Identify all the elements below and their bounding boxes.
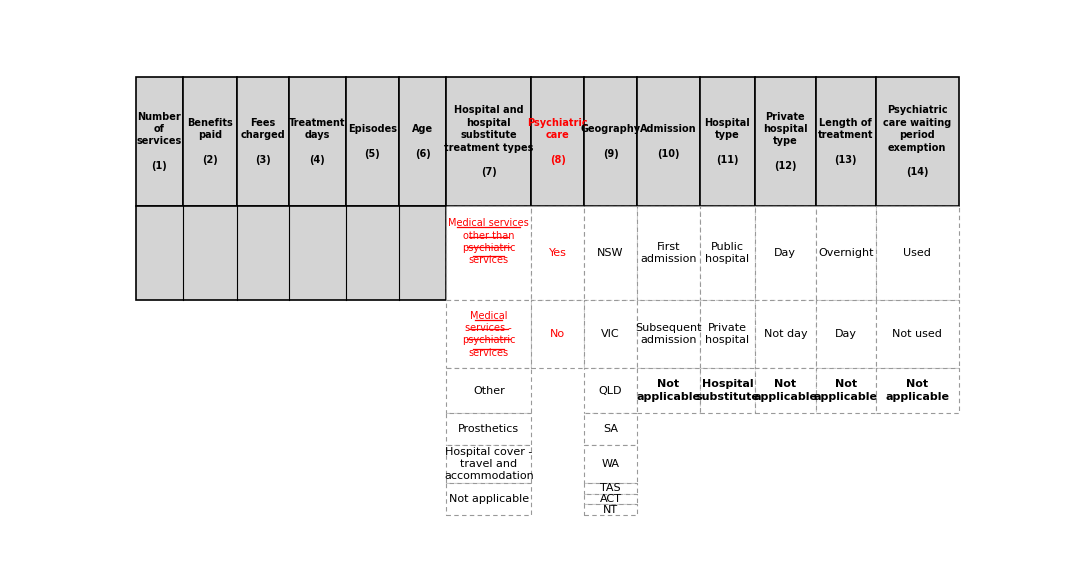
Bar (754, 206, 816, 301)
Text: Fees
charged

(3): Fees charged (3) (241, 118, 285, 165)
Text: Hospital cover -
travel and
accommodation: Hospital cover - travel and accommodatio… (443, 447, 533, 482)
Text: Length of
treatment

(13): Length of treatment (13) (818, 118, 874, 165)
Bar (876, 301, 958, 368)
Bar (816, 206, 876, 301)
Text: Used: Used (903, 248, 931, 258)
Text: No: No (550, 329, 565, 339)
Text: Overnight: Overnight (818, 248, 874, 258)
Text: NSW: NSW (597, 248, 623, 258)
Text: Not
applicable: Not applicable (753, 380, 817, 402)
Text: Psychiatric
care waiting
period
exemption

(14): Psychiatric care waiting period exemptio… (883, 105, 952, 178)
Text: Not
applicable: Not applicable (814, 380, 878, 402)
Bar (447, 301, 531, 368)
Bar (584, 206, 637, 301)
Bar (346, 77, 399, 206)
Text: Medical services
other than
psychiatric
services: Medical services other than psychiatric … (449, 218, 529, 265)
Text: Yes: Yes (549, 248, 567, 258)
Text: ACT: ACT (599, 494, 621, 504)
Bar (237, 77, 289, 206)
Bar (584, 368, 637, 413)
Text: Episodes

(5): Episodes (5) (348, 124, 397, 159)
Text: NT: NT (603, 505, 618, 515)
Text: Treatment
days

(4): Treatment days (4) (289, 118, 346, 165)
Text: Geography

(9): Geography (9) (581, 124, 641, 159)
Bar (447, 368, 531, 413)
Text: Benefits
paid

(2): Benefits paid (2) (188, 118, 233, 165)
Bar (584, 413, 637, 445)
Text: Day: Day (774, 248, 797, 258)
Bar (399, 77, 447, 206)
Bar (700, 301, 754, 368)
Bar (584, 504, 637, 515)
Bar (816, 301, 876, 368)
Text: SA: SA (603, 424, 618, 434)
Bar (584, 483, 637, 494)
Bar (637, 301, 700, 368)
Bar (876, 368, 958, 413)
Text: Age

(6): Age (6) (412, 124, 434, 159)
Text: Medical
services -
psychiatric
services: Medical services - psychiatric services (462, 311, 516, 358)
Bar (816, 368, 876, 413)
Bar (531, 206, 584, 301)
Text: Day: Day (835, 329, 856, 339)
Bar (584, 301, 637, 368)
Text: Hospital
type

(11): Hospital type (11) (705, 118, 750, 165)
Bar (584, 77, 637, 206)
Bar (637, 368, 700, 413)
Bar (754, 301, 816, 368)
Text: Not applicable: Not applicable (449, 494, 529, 504)
Bar (584, 494, 637, 504)
Bar (531, 77, 584, 206)
Text: Not used: Not used (892, 329, 942, 339)
Bar (584, 445, 637, 483)
Text: Prosthetics: Prosthetics (459, 424, 519, 434)
Text: Psychiatric
care

(8): Psychiatric care (8) (527, 118, 588, 165)
Text: Subsequent
admission: Subsequent admission (635, 323, 701, 346)
Bar (136, 206, 447, 301)
Text: Number
of
services

(1): Number of services (1) (137, 111, 182, 171)
Text: Hospital and
hospital
substitute
treatment types

(7): Hospital and hospital substitute treatme… (444, 105, 533, 178)
Bar (700, 368, 754, 413)
Bar (876, 206, 958, 301)
Bar (637, 77, 700, 206)
Bar (447, 445, 531, 483)
Bar (531, 301, 584, 368)
Bar (447, 483, 531, 515)
Text: Not
applicable: Not applicable (636, 380, 700, 402)
Bar (700, 77, 754, 206)
Text: Hospital
substitute: Hospital substitute (696, 380, 759, 402)
Bar (136, 77, 183, 206)
Bar (816, 77, 876, 206)
Text: Admission

(10): Admission (10) (641, 124, 697, 159)
Text: VIC: VIC (602, 329, 620, 339)
Text: First
admission: First admission (641, 242, 697, 264)
Text: Other: Other (473, 386, 505, 396)
Bar (447, 206, 531, 301)
Bar (754, 77, 816, 206)
Bar (183, 77, 237, 206)
Text: Public
hospital: Public hospital (706, 242, 749, 264)
Text: TAS: TAS (601, 483, 621, 493)
Text: Not
applicable: Not applicable (886, 380, 950, 402)
Text: Private
hospital: Private hospital (706, 323, 749, 346)
Text: Private
hospital
type

(12): Private hospital type (12) (763, 111, 808, 171)
Text: QLD: QLD (598, 386, 622, 396)
Bar (289, 77, 346, 206)
Bar (447, 77, 531, 206)
Text: WA: WA (602, 459, 620, 469)
Text: Not day: Not day (763, 329, 808, 339)
Bar (754, 368, 816, 413)
Bar (700, 206, 754, 301)
Bar (637, 206, 700, 301)
Bar (447, 413, 531, 445)
Bar (876, 77, 958, 206)
